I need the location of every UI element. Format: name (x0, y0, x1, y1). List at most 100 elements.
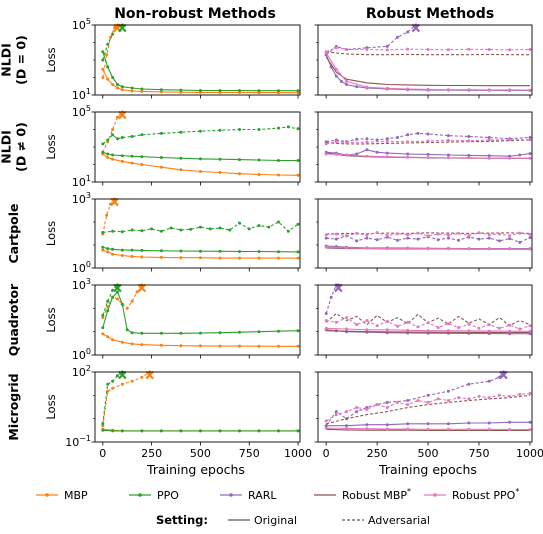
x-tick-label: 250 (367, 447, 388, 460)
data-point (277, 173, 280, 177)
data-point (487, 136, 491, 139)
data-point (238, 250, 241, 253)
diverged-marker (137, 283, 147, 293)
data-point (436, 238, 440, 242)
data-point (385, 137, 389, 141)
data-point (218, 157, 222, 161)
panel-2-0: 100 103 Loss (44, 191, 301, 275)
data-point (385, 48, 389, 52)
data-point (446, 134, 450, 138)
data-point (426, 329, 430, 333)
data-point (375, 403, 379, 407)
data-point (508, 247, 512, 251)
data-point (140, 429, 144, 433)
data-point (406, 133, 410, 137)
data-point (334, 410, 338, 414)
data-point (446, 138, 450, 142)
series-line-ppo-original (102, 246, 299, 253)
data-point (120, 340, 124, 344)
data-point (396, 324, 399, 328)
data-point (111, 429, 115, 433)
data-point (277, 89, 280, 93)
data-point (467, 139, 471, 143)
data-point (296, 329, 300, 333)
data-point (345, 234, 348, 238)
data-point (324, 426, 328, 430)
series-group (324, 283, 532, 336)
data-point (106, 138, 110, 142)
legend-setting-label: Original (254, 514, 297, 527)
data-point (477, 326, 481, 330)
data-point (426, 321, 430, 325)
data-point (385, 319, 389, 323)
data-point (426, 393, 430, 397)
data-point (487, 156, 491, 160)
data-point (487, 236, 491, 240)
data-point (385, 234, 389, 237)
data-point (406, 328, 410, 332)
data-point (365, 319, 369, 322)
data-point (111, 83, 115, 86)
diverged-marker (118, 23, 127, 33)
data-point (130, 89, 134, 93)
series-line-ppo-adversarial (102, 221, 299, 234)
data-point (111, 295, 115, 299)
data-point (198, 249, 202, 253)
data-point (120, 88, 124, 92)
row-title-line: (D = 0) (14, 35, 29, 85)
data-point (106, 382, 110, 386)
data-point (140, 248, 144, 252)
data-point (436, 397, 440, 401)
data-point (406, 320, 410, 324)
series-line-robust-ppo-adversarial (326, 231, 531, 237)
data-point (257, 250, 261, 253)
data-point (111, 32, 115, 36)
data-point (101, 316, 105, 320)
data-point (446, 233, 450, 237)
legend-swatch-marker (45, 493, 49, 497)
data-point (130, 254, 134, 258)
series-line-rarl-adversarial (326, 132, 531, 143)
data-point (457, 238, 461, 242)
diverged-marker (334, 283, 343, 293)
series-line-mbp-adversarial (102, 371, 151, 426)
data-point (198, 429, 202, 433)
data-point (296, 127, 300, 131)
data-point (487, 396, 491, 400)
data-point (179, 344, 183, 348)
data-point (159, 429, 163, 433)
data-point (345, 424, 348, 428)
panel-1-1 (314, 111, 533, 186)
data-point (436, 232, 440, 236)
data-point (508, 420, 512, 424)
data-point (106, 156, 110, 159)
legend-label: MBP (64, 489, 88, 502)
data-point (375, 138, 379, 142)
data-point (477, 394, 481, 398)
data-point (508, 323, 512, 327)
series-line-mbp-original (102, 249, 298, 259)
y-tick-label: 101 (72, 174, 91, 189)
data-point (228, 228, 232, 232)
data-point (218, 331, 222, 335)
data-point (375, 231, 379, 234)
data-point (487, 323, 491, 327)
data-point (487, 138, 491, 142)
data-point (385, 155, 389, 159)
data-point (179, 88, 183, 92)
data-point (345, 427, 348, 430)
data-point (528, 247, 532, 251)
legend-swatch-marker (138, 493, 142, 497)
data-point (179, 130, 183, 134)
data-point (106, 65, 110, 69)
series-line-mbp-original (102, 153, 299, 176)
data-point (385, 406, 389, 409)
data-point (198, 225, 202, 229)
panel-0-1 (314, 23, 533, 99)
data-point (528, 329, 532, 333)
series-group (101, 370, 300, 433)
column-title-nonrobust: Non-robust Methods (114, 6, 276, 22)
data-point (159, 255, 163, 259)
panel-4-0: 0 250 500 750 1000 10−1 102 Loss (44, 364, 312, 460)
